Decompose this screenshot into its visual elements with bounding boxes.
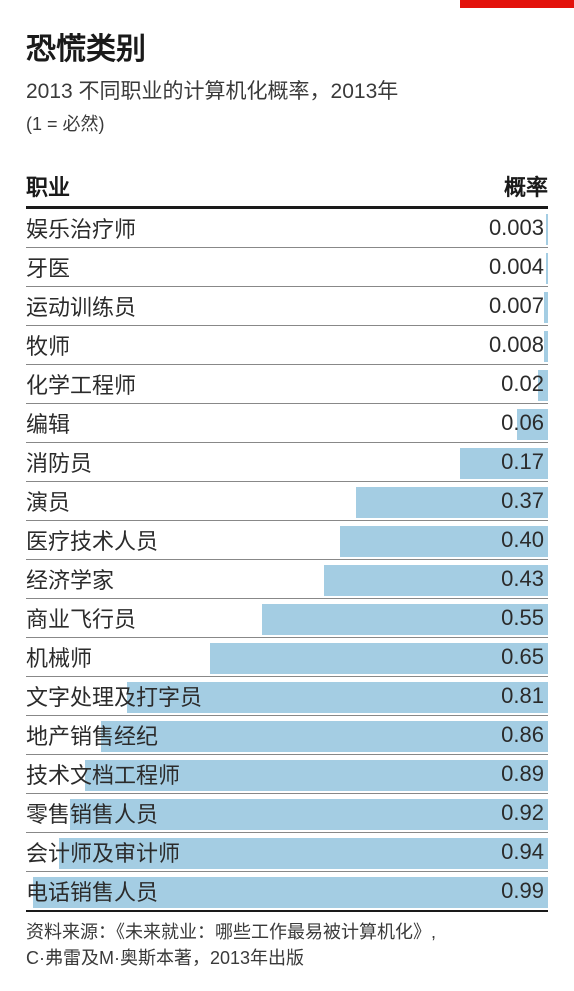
occupation-label: 演员 <box>26 485 70 517</box>
top-accent-bar <box>460 0 574 8</box>
row-content: 医疗技术人员 0.40 <box>26 521 548 559</box>
probability-label: 0.94 <box>501 839 544 865</box>
table-row: 文字处理及打字员 0.81 <box>26 677 548 715</box>
table-row: 医疗技术人员 0.40 <box>26 521 548 559</box>
table-row: 编辑 0.06 <box>26 404 548 442</box>
occupation-label: 医疗技术人员 <box>26 524 158 556</box>
table-row: 地产销售经纪 0.86 <box>26 716 548 754</box>
row-content: 文字处理及打字员 0.81 <box>26 677 548 715</box>
table-row: 电话销售人员 0.99 <box>26 872 548 910</box>
row-content: 商业飞行员 0.55 <box>26 599 548 637</box>
table-row: 经济学家 0.43 <box>26 560 548 598</box>
row-content: 经济学家 0.43 <box>26 560 548 598</box>
occupation-label: 化学工程师 <box>26 368 136 400</box>
chart-container: 恐慌类别 2013 不同职业的计算机化概率，2013年 (1 = 必然) 职业 … <box>0 8 574 991</box>
occupation-label: 牧师 <box>26 329 70 361</box>
table-row: 技术文档工程师 0.89 <box>26 755 548 793</box>
subtitle: 2013 不同职业的计算机化概率，2013年 <box>26 78 548 106</box>
probability-label: 0.007 <box>489 293 544 319</box>
probability-label: 0.003 <box>489 215 544 241</box>
probability-label: 0.17 <box>501 449 544 475</box>
table-row: 机械师 0.65 <box>26 638 548 676</box>
probability-label: 0.004 <box>489 254 544 280</box>
page-title: 恐慌类别 <box>26 24 548 68</box>
row-content: 演员 0.37 <box>26 482 548 520</box>
source-citation: 资料来源：《未来就业：哪些工作最易被计算机化》, C·弗雷及M·奥斯本著，201… <box>26 920 548 970</box>
occupation-label: 地产销售经纪 <box>26 719 158 751</box>
source-line-1: 资料来源：《未来就业：哪些工作最易被计算机化》, <box>26 922 436 942</box>
probability-label: 0.008 <box>489 332 544 358</box>
probability-label: 0.37 <box>501 488 544 514</box>
table-row: 运动训练员 0.007 <box>26 287 548 325</box>
probability-label: 0.02 <box>501 371 544 397</box>
table-row: 零售销售人员 0.92 <box>26 794 548 832</box>
row-content: 地产销售经纪 0.86 <box>26 716 548 754</box>
row-content: 运动训练员 0.007 <box>26 287 548 325</box>
table-row: 会计师及审计师 0.94 <box>26 833 548 871</box>
header-probability: 概率 <box>504 170 548 202</box>
row-content: 零售销售人员 0.92 <box>26 794 548 832</box>
occupation-label: 消防员 <box>26 446 92 478</box>
probability-label: 0.06 <box>501 410 544 436</box>
probability-label: 0.89 <box>501 761 544 787</box>
table-row: 商业飞行员 0.55 <box>26 599 548 637</box>
probability-label: 0.40 <box>501 527 544 553</box>
occupation-label: 文字处理及打字员 <box>26 680 202 712</box>
occupation-label: 机械师 <box>26 641 92 673</box>
header-occupation: 职业 <box>26 170 70 202</box>
occupation-label: 商业飞行员 <box>26 602 136 634</box>
occupation-label: 编辑 <box>26 407 70 439</box>
row-content: 牙医 0.004 <box>26 248 548 286</box>
row-content: 技术文档工程师 0.89 <box>26 755 548 793</box>
row-rule <box>26 910 548 912</box>
probability-label: 0.92 <box>501 800 544 826</box>
row-content: 机械师 0.65 <box>26 638 548 676</box>
row-content: 牧师 0.008 <box>26 326 548 364</box>
row-content: 娱乐治疗师 0.003 <box>26 209 548 247</box>
table-row: 牧师 0.008 <box>26 326 548 364</box>
source-line-2: C·弗雷及M·奥斯本著，2013年出版 <box>26 948 304 968</box>
table-row: 牙医 0.004 <box>26 248 548 286</box>
occupation-label: 会计师及审计师 <box>26 836 180 868</box>
occupation-label: 技术文档工程师 <box>26 758 180 790</box>
probability-label: 0.43 <box>501 566 544 592</box>
occupation-label: 零售销售人员 <box>26 797 158 829</box>
rows-wrap: 娱乐治疗师 0.003 牙医 0.004 运动训练员 0.007 牧师 0.008 化学工程师 0… <box>26 209 548 912</box>
scale-note: (1 = 必然) <box>26 110 548 136</box>
probability-label: 0.55 <box>501 605 544 631</box>
table-row: 化学工程师 0.02 <box>26 365 548 403</box>
row-content: 化学工程师 0.02 <box>26 365 548 403</box>
probability-label: 0.99 <box>501 878 544 904</box>
table-row: 演员 0.37 <box>26 482 548 520</box>
table-row: 娱乐治疗师 0.003 <box>26 209 548 247</box>
row-content: 编辑 0.06 <box>26 404 548 442</box>
occupation-label: 牙医 <box>26 251 70 283</box>
row-content: 电话销售人员 0.99 <box>26 872 548 910</box>
occupation-label: 运动训练员 <box>26 290 136 322</box>
probability-label: 0.65 <box>501 644 544 670</box>
occupation-label: 娱乐治疗师 <box>26 212 136 244</box>
table-header: 职业 概率 <box>26 170 548 206</box>
probability-label: 0.81 <box>501 683 544 709</box>
row-content: 会计师及审计师 0.94 <box>26 833 548 871</box>
probability-label: 0.86 <box>501 722 544 748</box>
table-row: 消防员 0.17 <box>26 443 548 481</box>
occupation-label: 电话销售人员 <box>26 875 158 907</box>
occupation-label: 经济学家 <box>26 563 114 595</box>
row-content: 消防员 0.17 <box>26 443 548 481</box>
